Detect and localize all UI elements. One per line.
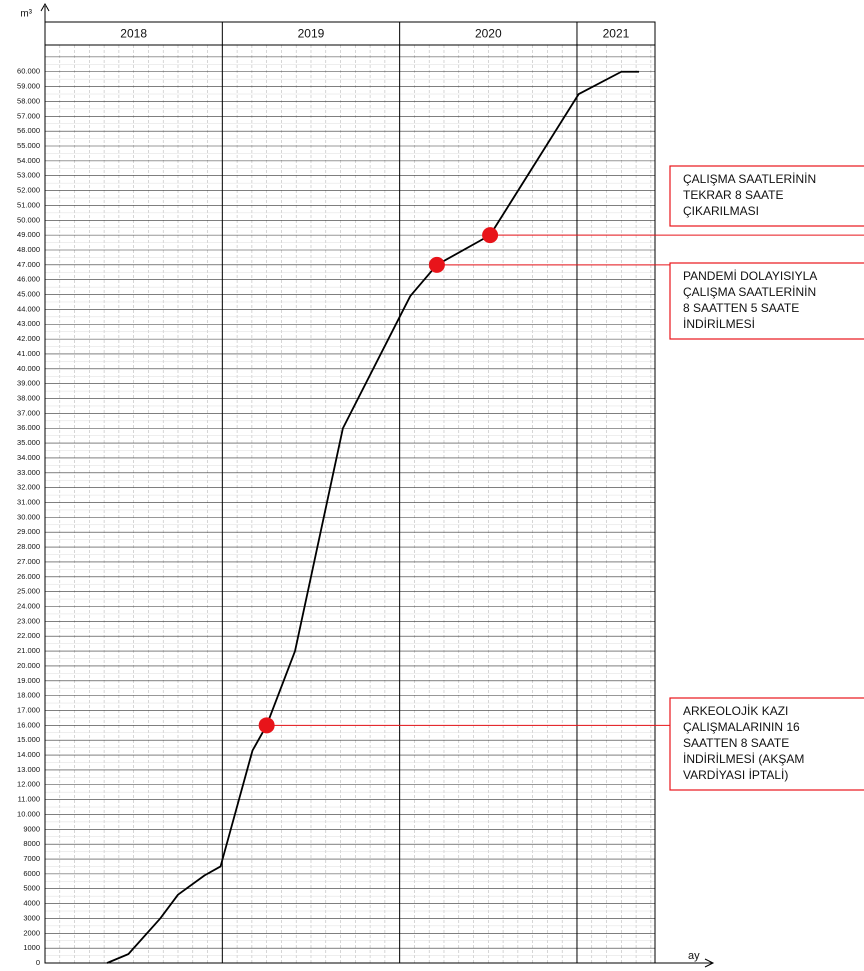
y-tick-label: 43.000 — [17, 319, 40, 328]
y-tick-label: 45.000 — [17, 290, 40, 299]
annotation-marker — [428, 256, 445, 273]
y-tick-label: 35.000 — [17, 438, 40, 447]
y-tick-label: 13.000 — [17, 765, 40, 774]
y-tick-label: 11.000 — [18, 795, 40, 804]
y-tick-label: 8000 — [23, 839, 40, 848]
y-tick-label: 4000 — [23, 899, 40, 908]
y-tick-label: 47.000 — [17, 260, 40, 269]
plot-frame — [44, 44, 656, 964]
y-tick-label: 44.000 — [17, 304, 40, 313]
y-tick-label: 55.000 — [17, 141, 40, 150]
y-tick-label: 57.000 — [17, 111, 40, 120]
y-tick-label: 25.000 — [17, 587, 40, 596]
annotation-text: ARKEOLOJİK KAZI — [683, 704, 788, 718]
y-tick-label: 26.000 — [17, 572, 40, 581]
y-tick-label: 56.000 — [17, 126, 40, 135]
y-tick-label: 27.000 — [17, 557, 40, 566]
annotation-text: PANDEMİ DOLAYISIYLA — [683, 269, 817, 283]
annotation-text: VARDİYASI İPTALİ) — [683, 768, 788, 782]
year-label: 2019 — [298, 27, 325, 41]
y-tick-label: 14.000 — [17, 750, 40, 759]
y-tick-label: 17.000 — [17, 705, 40, 714]
annotation-text: ÇALIŞMA SAATLERİNİN — [683, 285, 816, 299]
y-tick-label: 48.000 — [17, 245, 40, 254]
y-tick-label: 39.000 — [17, 379, 40, 388]
y-tick-label: 50.000 — [17, 215, 40, 224]
y-tick-label: 1000 — [23, 943, 40, 952]
annotation-text: ÇIKARILMASI — [683, 204, 759, 218]
y-tick-label: 12.000 — [17, 780, 40, 789]
annotation-text: SAATTEN 8 SAATE — [683, 736, 789, 750]
y-tick-label: 33.000 — [17, 468, 40, 477]
y-tick-label: 9000 — [23, 824, 40, 833]
y-tick-label: 18.000 — [17, 691, 40, 700]
y-tick-label: 31.000 — [17, 497, 40, 506]
annotation-box — [669, 165, 864, 227]
y-tick-label: 58.000 — [17, 96, 40, 105]
y-tick-label: 22.000 — [17, 631, 40, 640]
y-tick-label: 5000 — [23, 884, 40, 893]
y-tick-label: 53.000 — [17, 171, 40, 180]
y-tick-label: 24.000 — [17, 601, 40, 610]
data-line — [106, 70, 640, 964]
y-axis-arrow — [40, 2, 50, 12]
y-tick-label: 32.000 — [17, 483, 40, 492]
y-tick-label: 23.000 — [17, 616, 40, 625]
annotation-box — [669, 697, 864, 791]
annotation-marker — [482, 227, 499, 244]
annotation-marker — [258, 717, 275, 734]
y-tick-label: 36.000 — [17, 423, 40, 432]
annotation-text: TEKRAR 8 SAATE — [683, 188, 783, 202]
year-label: 2018 — [120, 27, 147, 41]
y-tick-label: 60.000 — [17, 67, 40, 76]
x-axis-label: ay — [688, 950, 700, 962]
year-label: 2020 — [475, 27, 502, 41]
y-tick-label: 30.000 — [17, 512, 40, 521]
y-tick-label: 34.000 — [17, 453, 40, 462]
y-tick-label: 0 — [36, 958, 40, 967]
y-tick-label: 40.000 — [17, 364, 40, 373]
y-tick-label: 59.000 — [17, 82, 40, 91]
annotation-text: ÇALIŞMALARININ 16 — [683, 720, 800, 734]
y-tick-label: 15.000 — [17, 735, 40, 744]
annotation-text: İNDİRİLMESİ — [683, 317, 755, 331]
annotation-box — [669, 262, 864, 340]
annotation-text: ÇALIŞMA SAATLERİNİN — [683, 172, 816, 186]
y-tick-label: 6000 — [23, 869, 40, 878]
year-label: 2021 — [603, 27, 630, 41]
y-tick-label: 16.000 — [17, 720, 40, 729]
y-axis-label: m³ — [20, 9, 32, 20]
annotation-text: İNDİRİLMESİ (AKŞAM — [683, 752, 804, 766]
y-tick-label: 10.000 — [17, 809, 40, 818]
y-tick-label: 37.000 — [17, 408, 40, 417]
y-tick-label: 21.000 — [17, 646, 40, 655]
y-tick-label: 3000 — [23, 913, 40, 922]
y-tick-label: 42.000 — [17, 334, 40, 343]
y-tick-label: 41.000 — [17, 349, 40, 358]
y-tick-label: 20.000 — [17, 661, 40, 670]
y-tick-label: 19.000 — [17, 676, 40, 685]
y-tick-label: 2000 — [23, 928, 40, 937]
y-tick-label: 29.000 — [17, 527, 40, 536]
y-tick-label: 46.000 — [17, 275, 40, 284]
annotation-text: 8 SAATTEN 5 SAATE — [683, 301, 799, 315]
y-tick-label: 49.000 — [17, 230, 40, 239]
y-tick-label: 51.000 — [17, 200, 40, 209]
y-tick-label: 28.000 — [17, 542, 40, 551]
y-tick-label: 52.000 — [17, 186, 40, 195]
y-tick-label: 54.000 — [17, 156, 40, 165]
y-tick-label: 7000 — [23, 854, 40, 863]
x-axis-arrow — [704, 958, 715, 968]
y-tick-label: 38.000 — [17, 394, 40, 403]
